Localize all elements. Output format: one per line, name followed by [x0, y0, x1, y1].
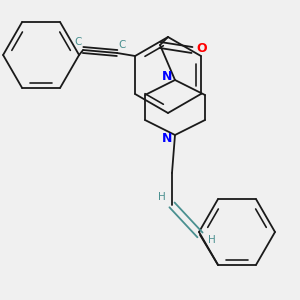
Text: N: N [162, 133, 172, 146]
Text: N: N [162, 70, 172, 83]
Text: C: C [74, 37, 82, 47]
Text: H: H [208, 235, 216, 245]
Text: O: O [197, 41, 207, 55]
Text: H: H [158, 192, 166, 202]
Text: C: C [118, 40, 126, 50]
